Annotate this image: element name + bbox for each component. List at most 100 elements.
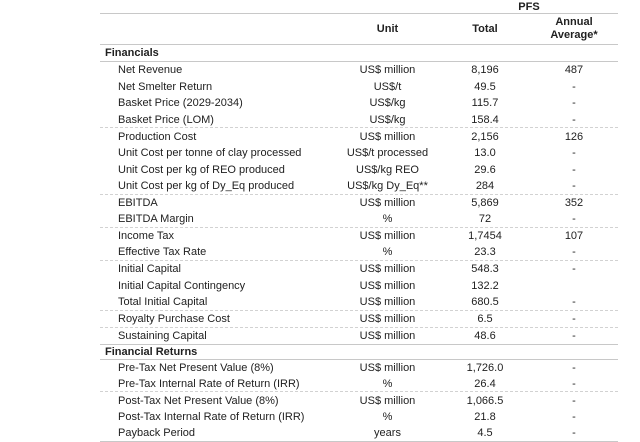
- annual-cell: -: [572, 80, 576, 93]
- unit-cell: US$ million: [359, 64, 416, 77]
- unit-cell: US$ million: [359, 230, 416, 243]
- table-row: Post-Tax Internal Rate of Return (IRR) %…: [100, 409, 618, 426]
- unit-cell: US$ million: [359, 280, 416, 293]
- pfs-financials-table: PFS Unit Total Annual Average* Financial…: [100, 0, 618, 442]
- unit-cell: US$ million: [359, 130, 416, 143]
- row-label: Basket Price (2029-2034): [118, 97, 243, 110]
- unit-cell: US$/kg: [369, 97, 406, 110]
- annual-cell: -: [572, 411, 576, 424]
- annual-cell: -: [572, 246, 576, 259]
- table-row: Initial Capital US$ million 548.3 -: [100, 261, 618, 278]
- row-label: EBITDA Margin: [118, 213, 194, 226]
- total-cell: 23.3: [474, 246, 496, 259]
- total-cell: 21.8: [474, 411, 496, 424]
- table-row: Income Tax US$ million 1,7454 107: [100, 228, 618, 245]
- table-row: Royalty Purchase Cost US$ million 6.5 -: [100, 311, 618, 328]
- table-row: Pre-Tax Internal Rate of Return (IRR) % …: [100, 376, 618, 393]
- total-cell: 1,066.5: [466, 394, 504, 407]
- row-label: EBITDA: [118, 197, 158, 210]
- total-cell: 29.6: [474, 163, 496, 176]
- table-row: Effective Tax Rate % 23.3 -: [100, 245, 618, 262]
- row-label: Post-Tax Internal Rate of Return (IRR): [118, 411, 305, 424]
- row-label: Effective Tax Rate: [118, 246, 207, 259]
- total-cell: 13.0: [474, 147, 496, 160]
- column-header-unit: Unit: [376, 23, 399, 35]
- unit-cell: US$/t: [373, 80, 402, 93]
- table-row: EBITDA US$ million 5,869 352: [100, 195, 618, 212]
- row-label: Production Cost: [118, 130, 197, 143]
- unit-cell: US$ million: [359, 312, 416, 325]
- total-cell: 49.5: [474, 80, 496, 93]
- column-header-total: Total: [472, 23, 498, 35]
- table-row: Basket Price (LOM) US$/kg 158.4 -: [100, 112, 618, 129]
- annual-cell: -: [572, 296, 576, 309]
- total-cell: 72: [478, 213, 492, 226]
- row-label: Net Smelter Return: [118, 80, 213, 93]
- unit-cell: %: [382, 246, 393, 259]
- annual-cell: 352: [564, 197, 584, 210]
- row-label: Payback Period: [118, 427, 196, 440]
- table-row: Initial Capital Contingency US$ million …: [100, 278, 618, 295]
- total-cell: 548.3: [471, 263, 499, 276]
- group-header-pfs: PFS: [518, 0, 540, 13]
- annual-cell: -: [572, 97, 576, 110]
- table-row: Basket Price (2029-2034) US$/kg 115.7 -: [100, 95, 618, 112]
- annual-cell: -: [572, 147, 576, 160]
- total-cell: 1,7454: [468, 230, 502, 243]
- unit-cell: US$/t processed: [346, 147, 429, 160]
- row-label: Initial Capital: [118, 263, 181, 276]
- unit-cell: years: [374, 427, 401, 440]
- annual-cell: -: [572, 329, 576, 342]
- unit-cell: US$ million: [359, 394, 416, 407]
- row-label: Post-Tax Net Present Value (8%): [118, 394, 279, 407]
- annual-cell: -: [572, 179, 576, 192]
- unit-cell: %: [382, 213, 393, 226]
- row-label: Pre-Tax Net Present Value (8%): [118, 361, 274, 374]
- row-label: Income Tax: [118, 230, 175, 243]
- total-cell: 132.2: [471, 280, 499, 293]
- row-label: Initial Capital Contingency: [118, 280, 246, 293]
- unit-cell: US$/kg REO: [356, 163, 419, 176]
- row-label: Pre-Tax Internal Rate of Return (IRR): [118, 377, 300, 390]
- total-cell: 26.4: [474, 377, 496, 390]
- unit-cell: US$ million: [359, 329, 416, 342]
- row-label: Net Revenue: [118, 64, 183, 77]
- section-header-financial-returns: Financial Returns: [100, 344, 618, 361]
- total-cell: 1,726.0: [466, 361, 504, 374]
- row-label: Sustaining Capital: [118, 329, 207, 342]
- table-row: EBITDA Margin % 72 -: [100, 211, 618, 228]
- table-group-header-row: PFS: [100, 0, 618, 14]
- annual-cell: -: [572, 213, 576, 226]
- annual-cell: -: [572, 163, 576, 176]
- table-row: Pre-Tax Net Present Value (8%) US$ milli…: [100, 360, 618, 376]
- annual-cell: -: [572, 113, 576, 126]
- table-row: Total Initial Capital US$ million 680.5 …: [100, 294, 618, 311]
- unit-cell: %: [382, 377, 393, 390]
- row-label: Unit Cost per kg of REO produced: [118, 163, 285, 176]
- annual-cell: -: [572, 427, 576, 440]
- row-label: Total Initial Capital: [118, 296, 208, 309]
- table-row: Unit Cost per kg of Dy_Eq produced US$/k…: [100, 178, 618, 195]
- total-cell: 680.5: [471, 296, 499, 309]
- total-cell: 115.7: [471, 97, 499, 110]
- unit-cell: US$ million: [359, 263, 416, 276]
- total-cell: 6.5: [477, 312, 493, 325]
- annual-cell: -: [572, 312, 576, 325]
- row-label: Royalty Purchase Cost: [118, 312, 230, 325]
- row-label: Unit Cost per kg of Dy_Eq produced: [118, 179, 295, 192]
- table-row: Post-Tax Net Present Value (8%) US$ mill…: [100, 392, 618, 409]
- annual-cell: 107: [564, 230, 584, 243]
- table-row: Unit Cost per kg of REO produced US$/kg …: [100, 162, 618, 179]
- column-header-annual-average: Annual Average*: [550, 16, 598, 41]
- unit-cell: US$ million: [359, 296, 416, 309]
- total-cell: 5,869: [471, 197, 499, 210]
- row-label: Unit Cost per tonne of clay processed: [118, 147, 302, 160]
- annual-cell: -: [572, 263, 576, 276]
- annual-cell: -: [572, 361, 576, 374]
- section-header-financials: Financials: [100, 45, 618, 62]
- annual-cell: 487: [564, 64, 584, 77]
- unit-cell: US$/kg: [369, 113, 406, 126]
- unit-cell: %: [382, 411, 393, 424]
- annual-cell: 126: [564, 130, 584, 143]
- unit-cell: US$ million: [359, 361, 416, 374]
